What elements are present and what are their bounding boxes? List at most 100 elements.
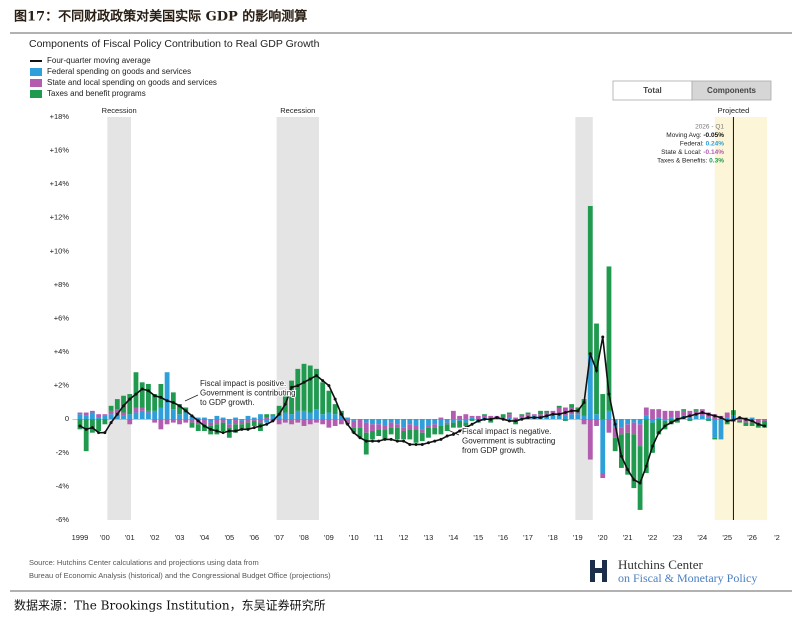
bar-segment [600, 472, 606, 479]
bar-segment [450, 422, 456, 428]
bar-segment [77, 414, 83, 420]
moving-average-point [551, 412, 555, 416]
moving-average-point [252, 426, 256, 430]
bar-segment [612, 427, 618, 438]
bar-segment [251, 417, 257, 420]
moving-average-point [520, 417, 524, 421]
bar-segment [743, 419, 749, 423]
moving-average-point [563, 411, 567, 415]
moving-average-point [433, 439, 437, 443]
moving-average-point [140, 387, 144, 391]
moving-average-point [669, 421, 673, 425]
bar-segment [363, 419, 369, 423]
moving-average-point [651, 444, 655, 448]
bar-segment [463, 422, 469, 426]
projection-label: Projected [718, 106, 750, 115]
moving-average-point [607, 392, 611, 396]
x-tick-label: '17 [523, 533, 533, 542]
bar-segment [394, 424, 400, 428]
bar-segment [394, 419, 400, 425]
moving-average-point [165, 399, 169, 403]
moving-average-point [557, 412, 561, 416]
footer-source: 数据来源：The Brookings Institution，东吴证券研究所 [14, 598, 326, 613]
moving-average-point [196, 419, 200, 423]
tooltip-row: Taxes & Benefits: 0.3% [657, 157, 724, 164]
bar-segment [637, 446, 643, 510]
bar-segment [563, 415, 568, 420]
bar-segment [619, 419, 624, 428]
bar-segment [755, 419, 761, 423]
bar-segment [587, 205, 593, 356]
bar-segment [419, 419, 425, 430]
moving-average-point [613, 422, 617, 426]
bar-segment [370, 424, 375, 432]
bar-segment [289, 380, 294, 415]
button-box[interactable] [691, 80, 772, 101]
bar-segment [133, 372, 139, 408]
moving-average-point [370, 439, 374, 443]
bar-segment [401, 427, 406, 432]
moving-average-point [756, 422, 760, 426]
bar-segment [469, 417, 475, 420]
bar-segment [432, 427, 438, 435]
bar-segment [631, 434, 637, 489]
legend-label: Federal spending on goods and services [47, 67, 191, 76]
bar-segment [96, 419, 102, 432]
bar-segment [438, 425, 444, 435]
bar-segment [581, 415, 587, 420]
toggle-button[interactable]: Components [691, 80, 772, 101]
bar-segment [276, 415, 282, 420]
moving-average-point [501, 417, 505, 421]
logo-subtitle: on Fiscal & Monetary Policy [618, 571, 757, 585]
bar-segment [525, 414, 531, 418]
moving-average-point [582, 400, 586, 404]
bar-segment [712, 437, 718, 440]
bar-segment [687, 419, 693, 421]
x-tick-label: '06 [249, 533, 259, 542]
bar-segment [650, 409, 655, 420]
moving-average-point [725, 419, 729, 423]
moving-average-point [271, 419, 275, 423]
button-label[interactable]: Total [643, 86, 662, 95]
bar-segment [419, 432, 425, 442]
bar-segment [724, 417, 730, 420]
bar-segment [394, 427, 400, 440]
bar-segment [282, 412, 288, 420]
tooltip-row: Moving Avg: -0.05% [666, 132, 724, 139]
moving-average-point [657, 431, 661, 435]
button-label[interactable]: Components [707, 86, 756, 95]
bar-segment [139, 410, 145, 420]
moving-average-point [364, 439, 368, 443]
moving-average-point [682, 416, 686, 420]
y-tick-label: +14% [50, 179, 70, 188]
moving-average-point [545, 414, 549, 418]
bar-segment [762, 420, 767, 428]
bar-segment [114, 409, 120, 415]
bar-segment [282, 419, 288, 423]
moving-average-point [619, 454, 623, 458]
x-tick-label: '16 [498, 533, 508, 542]
bar-segment [214, 424, 220, 435]
bar-segment [121, 395, 126, 413]
bar-segment [388, 422, 394, 428]
moving-average-point [489, 417, 493, 421]
bar-segment [488, 415, 494, 420]
bar-segment [681, 409, 687, 411]
y-tick-label: +8% [54, 280, 70, 289]
background-layer: Recession Recession Projected [102, 106, 768, 520]
x-tick-label: '2 [774, 533, 780, 542]
bar-segment [376, 429, 382, 437]
bar-segment [202, 419, 207, 425]
bar-segment [438, 417, 444, 420]
toggle-button[interactable]: Total [612, 80, 693, 101]
bar-segment [233, 419, 238, 425]
bar-segment [619, 427, 624, 435]
bar-segment [108, 410, 114, 415]
bar-segment [662, 410, 668, 420]
x-tick-label: '15 [473, 533, 483, 542]
bar-segment [164, 419, 170, 425]
bar-segment [706, 419, 711, 421]
bar-segment [432, 424, 438, 428]
x-tick-label: '02 [150, 533, 160, 542]
